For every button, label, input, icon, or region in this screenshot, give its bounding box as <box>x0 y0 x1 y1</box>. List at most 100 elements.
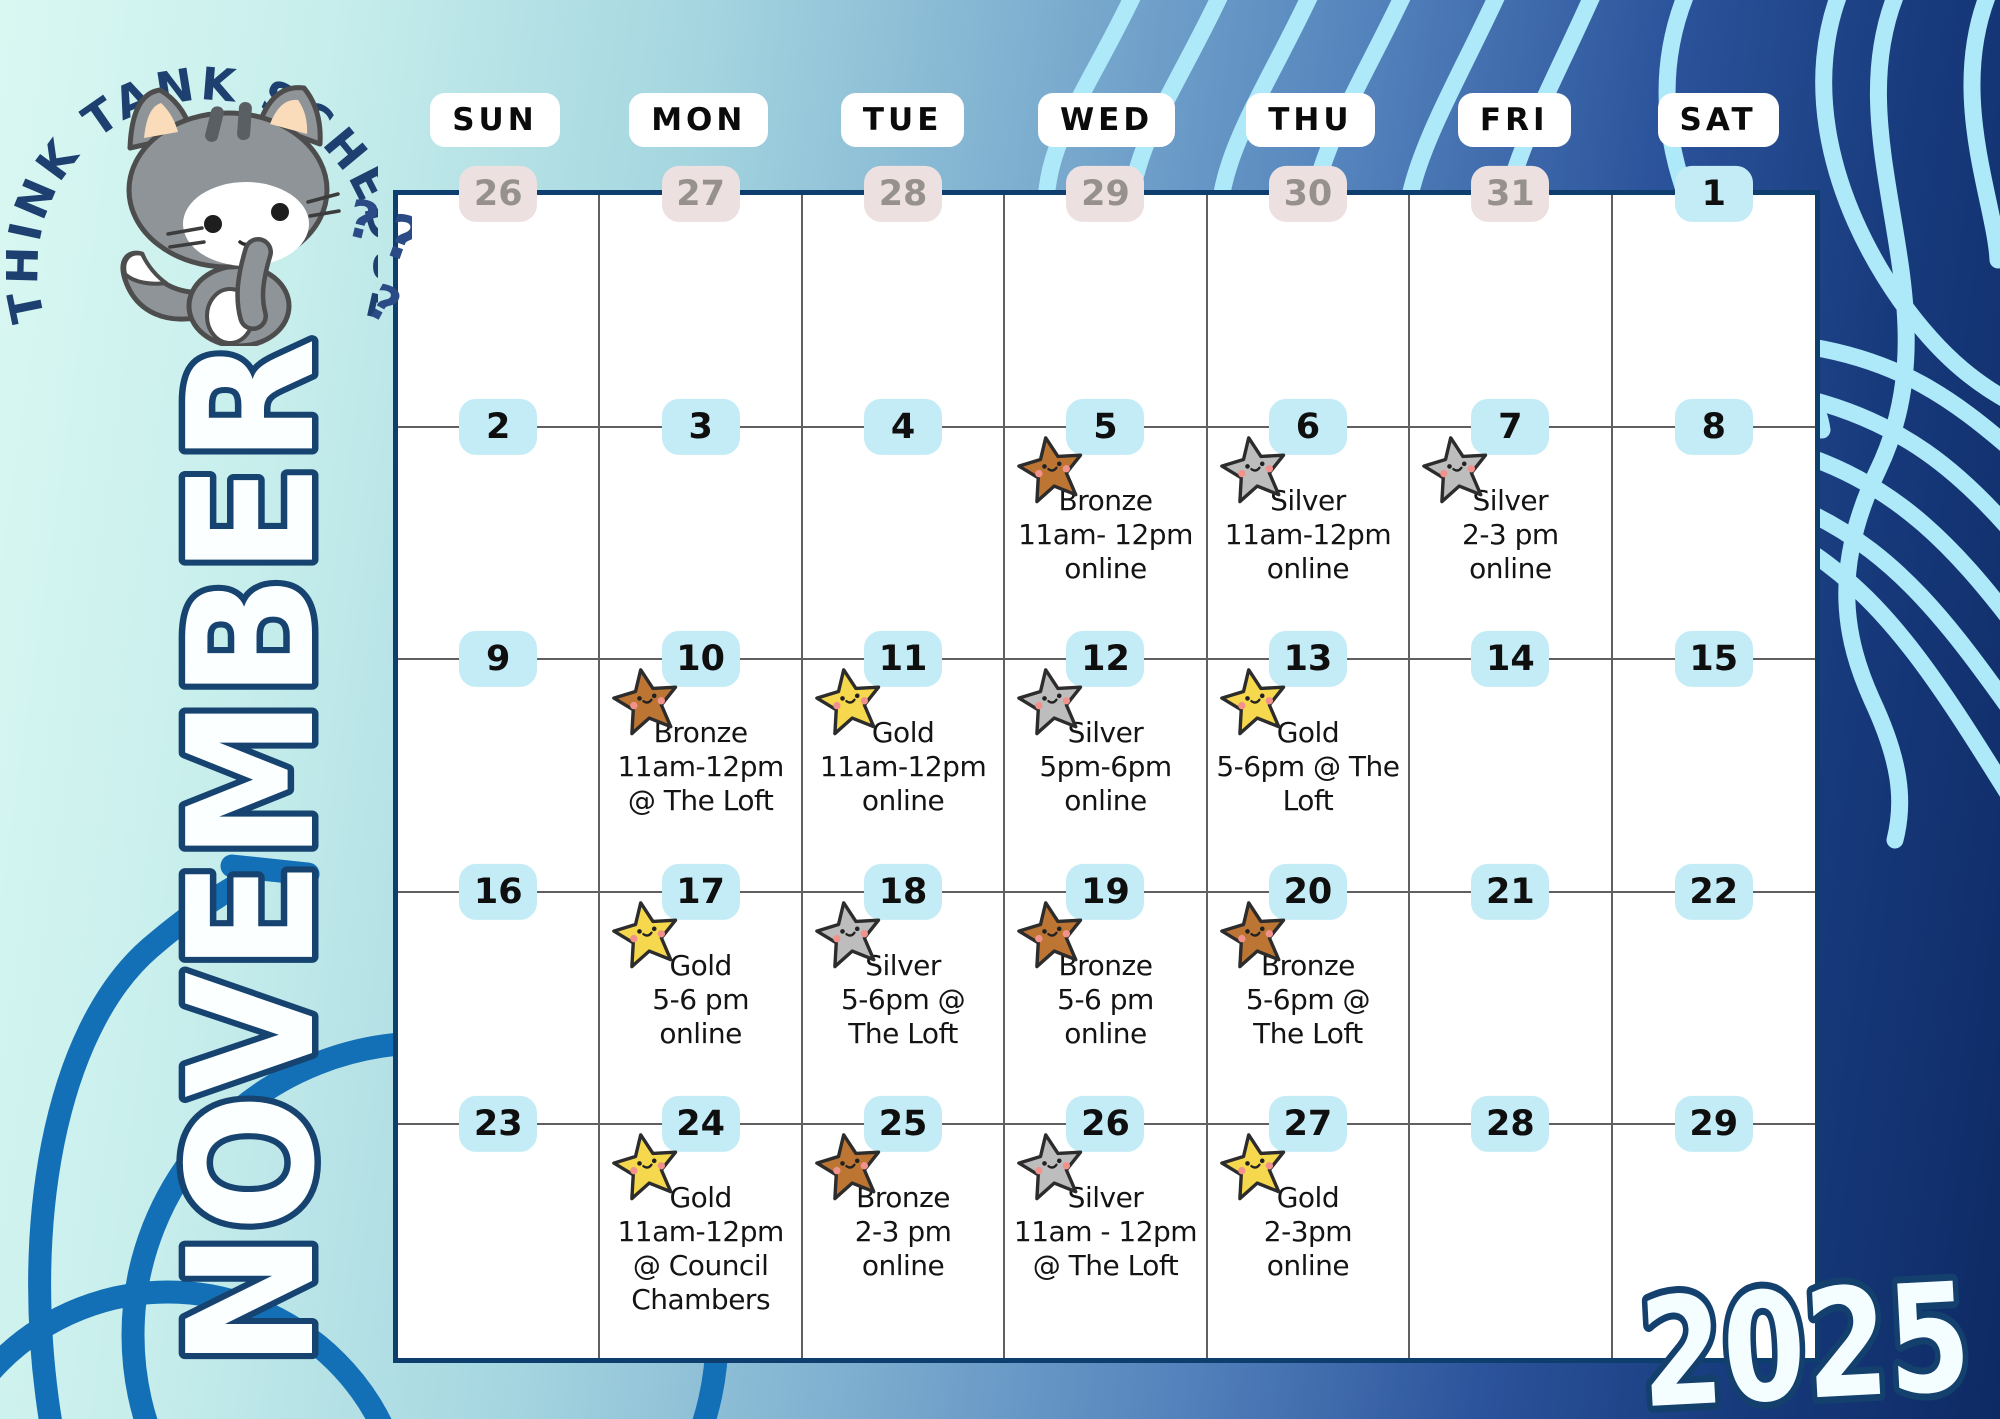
day-cell-8: 8 <box>1612 398 1815 661</box>
cat-head-stripes <box>205 102 252 142</box>
day-cell-29: 29 <box>1613 1096 1815 1358</box>
event-line: 2-3 pm <box>854 1215 952 1249</box>
day-cell-10: 10 Bronze 11am-12pm @ The Loft <box>600 631 803 893</box>
date-badge: 20 <box>1268 863 1347 920</box>
gold-star-icon <box>809 661 888 740</box>
calendar-grid: 26 27 28 29 30 31 1 2 3 4 5 Bronze 11am- 12pm online 6… <box>393 165 1820 1363</box>
day-header-slot: SUN <box>393 93 597 147</box>
event-line: 11am-12pm <box>819 750 987 784</box>
bronze-star-icon <box>809 1126 888 1205</box>
day-header-slot: MON <box>597 93 801 147</box>
event-line: 5-6 pm <box>1057 982 1154 1016</box>
date-badge: 22 <box>1674 863 1753 920</box>
cat-eye-right <box>271 203 289 221</box>
date-badge: 27 <box>1268 1096 1347 1153</box>
gold-star-icon <box>607 893 686 972</box>
event-line: 5-6pm @ <box>840 982 966 1016</box>
date-badge: 29 <box>1674 1096 1753 1153</box>
date-badge: 1 <box>1674 165 1753 222</box>
event-text: Bronze 11am-12pm @ The Loft <box>604 716 796 818</box>
day-cell-25: 25 Bronze 2-3 pm online <box>803 1096 1006 1358</box>
event-line: Gold <box>871 716 935 750</box>
event-text: Silver 11am-12pm online <box>1212 484 1404 586</box>
day-cell-22: 22 <box>1612 863 1815 1126</box>
event-text: Gold 11am-12pm @ Council Chambers <box>604 1181 796 1317</box>
date-badge: 13 <box>1268 631 1347 688</box>
event-line: 11am-12pm <box>617 1215 784 1249</box>
event-line: Silver <box>1270 483 1346 517</box>
event-line: online <box>1064 784 1147 818</box>
day-header-wed: WED <box>1037 93 1176 147</box>
day-cell-19: 19 Bronze 5-6 pm online <box>1005 863 1208 1126</box>
event-line: Gold <box>669 948 732 982</box>
day-cell-30: 30 <box>1207 165 1411 428</box>
day-cell-15: 15 <box>1612 631 1815 893</box>
date-badge: 17 <box>661 863 740 920</box>
thinking-cat-illustration: ? ? ? <box>120 85 412 346</box>
event-line: online <box>1266 1249 1350 1283</box>
day-cell-18: 18 Silver 5-6pm @ The Loft <box>802 863 1006 1126</box>
event-text: Gold 5-6 pm online <box>604 949 796 1051</box>
question-marks: ? ? ? <box>341 188 412 335</box>
date-badge: 26 <box>459 165 538 222</box>
date-badge: 12 <box>1066 631 1145 688</box>
date-badge: 14 <box>1471 631 1550 688</box>
day-cell-11: 11 Gold 11am-12pm online <box>802 631 1006 893</box>
date-badge: 26 <box>1066 1096 1145 1153</box>
day-cell-14: 14 <box>1410 631 1613 893</box>
gold-star-icon <box>607 1126 686 1205</box>
day-cell-26: 26 Silver 11am - 12pm @ The Loft <box>1005 1096 1208 1358</box>
day-cell-6: 6 Silver 11am-12pm online <box>1207 398 1411 661</box>
day-cell-21: 21 <box>1410 863 1613 1126</box>
cat-inner-ear-right <box>270 99 308 134</box>
day-cell-28: 28 <box>1410 1096 1613 1358</box>
cat-whiskers <box>166 192 341 249</box>
day-header-slot: SAT <box>1616 93 1820 147</box>
date-badge: 6 <box>1268 398 1347 455</box>
day-cell-29: 29 <box>1005 165 1208 428</box>
date-badge: 5 <box>1066 398 1145 455</box>
gold-star-icon <box>1214 1126 1293 1205</box>
date-badge: 30 <box>1268 165 1347 222</box>
day-header-mon: MON <box>629 93 769 147</box>
cat-eye-left <box>204 215 222 233</box>
day-cell-27: 27 <box>600 165 803 428</box>
event-line: online <box>1064 1016 1147 1050</box>
event-line: 11am - 12pm <box>1013 1215 1198 1249</box>
day-cell-17: 17 Gold 5-6 pm online <box>600 863 803 1126</box>
date-badge: 29 <box>1066 165 1145 222</box>
day-header-sat: SAT <box>1657 93 1779 147</box>
day-header-slot: WED <box>1005 93 1209 147</box>
day-cell-31: 31 <box>1410 165 1613 428</box>
event-text: Silver 5-6pm @ The Loft <box>807 949 999 1051</box>
bronze-star-icon <box>607 661 686 740</box>
day-header-sun: SUN <box>430 93 560 147</box>
event-text: Gold 2-3pm online <box>1212 1181 1404 1283</box>
day-cell-7: 7 Silver 2-3 pm online <box>1410 398 1613 661</box>
event-line: Gold <box>1276 716 1340 750</box>
event-text: Bronze 2-3 pm online <box>807 1181 999 1283</box>
cat-face-mask <box>183 182 309 266</box>
event-line: online <box>1469 551 1552 585</box>
event-line: Chambers <box>631 1283 771 1317</box>
date-badge: 25 <box>864 1096 943 1153</box>
day-header-tue: TUE <box>840 93 965 147</box>
date-badge: 28 <box>1471 1096 1550 1153</box>
event-line: The Loft <box>848 1016 958 1050</box>
event-text: Silver 11am - 12pm @ The Loft <box>1009 1181 1201 1283</box>
event-text: Gold 5-6pm @ The Loft <box>1212 716 1404 818</box>
event-line: 5-6 pm <box>652 982 749 1016</box>
silver-star-icon <box>1012 1126 1091 1205</box>
event-line: The Loft <box>1253 1016 1363 1050</box>
day-cell-23: 23 <box>398 1096 601 1358</box>
day-cell-24: 24 Gold 11am-12pm @ Council Chambers <box>600 1096 803 1358</box>
event-line: @ Council <box>632 1249 769 1283</box>
date-badge: 19 <box>1066 863 1145 920</box>
cat-inner-ear-left <box>144 103 178 138</box>
event-line: @ The Loft <box>1032 1249 1179 1283</box>
bronze-star-icon <box>1012 893 1091 972</box>
event-line: 5pm-6pm <box>1039 750 1172 784</box>
date-badge: 23 <box>459 1096 538 1153</box>
day-cell-4: 4 <box>802 398 1006 661</box>
